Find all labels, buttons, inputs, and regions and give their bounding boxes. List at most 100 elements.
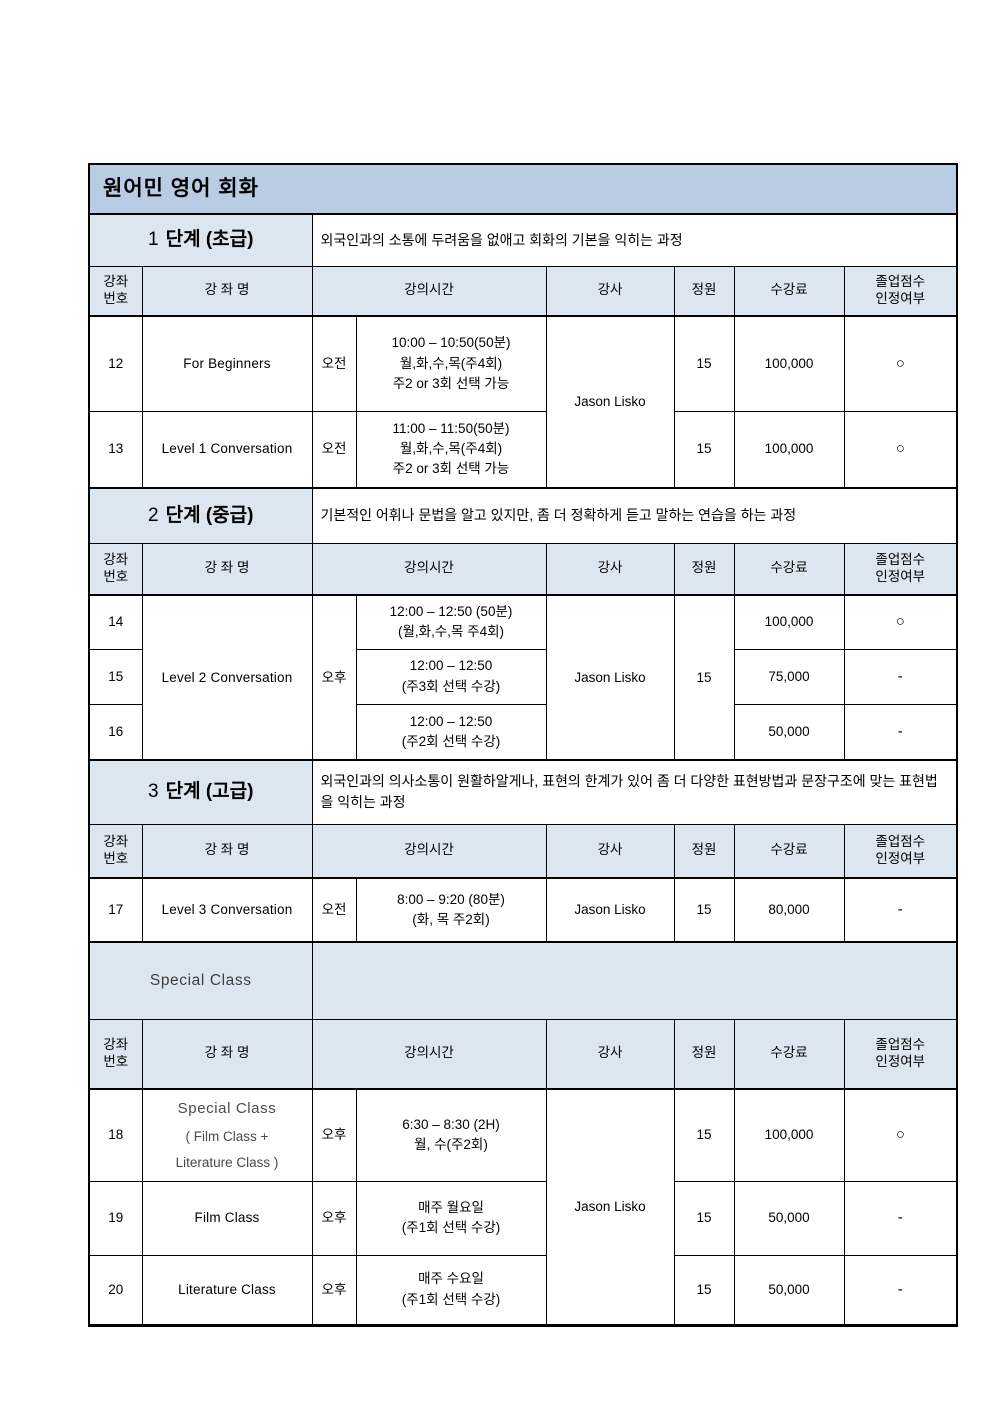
- course-fee: 100,000: [733, 594, 845, 650]
- course-no: 19: [88, 1180, 143, 1256]
- section-2-label: 2 단계 (중급): [88, 487, 313, 544]
- section-2-number: 2: [148, 504, 159, 526]
- course-grad: -: [843, 1254, 958, 1326]
- section-1-header-row: 강좌 번호 강 좌 명 강의시간 강사 정원 수강료 졸업점수 인정여부: [88, 265, 958, 317]
- section-1-description: 외국인과의 소통에 두려움을 없애고 회화의 기본을 익히는 과정: [311, 213, 958, 267]
- course-fee: 100,000: [733, 1088, 845, 1182]
- course-no: 13: [88, 410, 143, 489]
- course-ampm: 오후: [311, 1088, 357, 1182]
- course-fee: 75,000: [733, 648, 845, 705]
- course-time: 매주 월요일 (주1회 선택 수강): [355, 1180, 547, 1256]
- course-ampm: 오전: [311, 315, 357, 412]
- column-header-teacher: 강사: [545, 542, 675, 596]
- special-class-header-row: 강좌 번호 강 좌 명 강의시간 강사 정원 수강료 졸업점수 인정여부: [88, 1018, 958, 1090]
- title-row: 원어민 영어 회화: [88, 163, 958, 215]
- column-header-capacity: 정원: [673, 265, 735, 317]
- section-3-title: 단계 (고급): [165, 781, 254, 803]
- course-ampm: 오전: [311, 410, 357, 489]
- section-3-header-row: 강좌 번호 강 좌 명 강의시간 강사 정원 수강료 졸업점수 인정여부: [88, 823, 958, 879]
- column-header-grad: 졸업점수 인정여부: [843, 1018, 958, 1090]
- course-name-sub: ( Film Class + Literature Class ): [175, 1128, 279, 1170]
- course-no: 18: [88, 1088, 143, 1182]
- course-name: Level 3 Conversation: [141, 877, 313, 943]
- course-capacity: 15: [673, 877, 735, 943]
- course-capacity: 15: [673, 315, 735, 412]
- course-row-13: 13 Level 1 Conversation 오전 11:00 – 11:50…: [88, 410, 958, 489]
- course-grad: ○: [843, 315, 958, 412]
- course-row-16: 16 12:00 – 12:50 (주2회 선택 수강) 50,000 -: [88, 703, 958, 761]
- course-time: 12:00 – 12:50 (50분) (월,화,수,목 주4회): [355, 594, 547, 650]
- course-row-12: 12 For Beginners 오전 10:00 – 10:50(50분) 월…: [88, 315, 958, 489]
- course-grad: ○: [843, 1088, 958, 1182]
- section-1-label: 1 단계 (초급): [88, 213, 313, 267]
- section-2-band: 2 단계 (중급) 기본적인 어휘나 문법을 알고 있지만, 좀 더 정확하게 듣…: [88, 487, 958, 544]
- course-grad: -: [843, 1180, 958, 1256]
- section-1-number: 1: [148, 229, 159, 251]
- course-no: 16: [88, 703, 143, 761]
- course-capacity: 15: [673, 410, 735, 489]
- course-teacher: Jason Lisko: [545, 594, 675, 761]
- course-time: 12:00 – 12:50 (주2회 선택 수강): [355, 703, 547, 761]
- course-schedule-table: 원어민 영어 회화 1 단계 (초급) 외국인과의 소통에 두려움을 없애고 회화…: [88, 163, 959, 1327]
- section-3-number: 3: [148, 781, 159, 803]
- special-class-label: Special Class: [88, 941, 313, 1020]
- section-2-header-row: 강좌 번호 강 좌 명 강의시간 강사 정원 수강료 졸업점수 인정여부: [88, 542, 958, 596]
- column-header-teacher: 강사: [545, 823, 675, 879]
- course-time: 8:00 – 9:20 (80분) (화, 목 주2회): [355, 877, 547, 943]
- course-schedule-sheet: 원어민 영어 회화 1 단계 (초급) 외국인과의 소통에 두려움을 없애고 회화…: [88, 163, 959, 1327]
- course-teacher: Jason Lisko: [545, 877, 675, 943]
- column-header-name: 강 좌 명: [141, 823, 313, 879]
- course-capacity: 15: [673, 1180, 735, 1256]
- column-header-grad: 졸업점수 인정여부: [843, 823, 958, 879]
- course-ampm: 오후: [311, 1180, 357, 1256]
- column-header-capacity: 정원: [673, 542, 735, 596]
- column-header-no: 강좌 번호: [88, 823, 143, 879]
- section-3-label: 3 단계 (고급): [88, 759, 313, 825]
- course-fee: 50,000: [733, 1180, 845, 1256]
- column-header-no: 강좌 번호: [88, 1018, 143, 1090]
- section-1-title: 단계 (초급): [165, 229, 254, 251]
- course-time: 12:00 – 12:50 (주3회 선택 수강): [355, 648, 547, 705]
- course-ampm: 오후: [311, 594, 357, 761]
- course-name: For Beginners: [141, 315, 313, 412]
- column-header-time: 강의시간: [311, 265, 547, 317]
- column-header-capacity: 정원: [673, 823, 735, 879]
- course-teacher: Jason Lisko: [545, 1088, 675, 1326]
- column-header-time: 강의시간: [311, 1018, 547, 1090]
- course-grad: ○: [843, 410, 958, 489]
- course-capacity: 15: [673, 594, 735, 761]
- course-capacity: 15: [673, 1254, 735, 1326]
- section-2-description: 기본적인 어휘나 문법을 알고 있지만, 좀 더 정확하게 듣고 말하는 연습을…: [311, 487, 958, 544]
- course-ampm: 오후: [311, 1254, 357, 1326]
- course-grad: -: [843, 703, 958, 761]
- column-header-fee: 수강료: [733, 265, 845, 317]
- column-header-grad: 졸업점수 인정여부: [843, 542, 958, 596]
- course-name: Literature Class: [141, 1254, 313, 1326]
- column-header-time: 강의시간: [311, 542, 547, 596]
- course-grad: ○: [843, 594, 958, 650]
- course-grad: -: [843, 877, 958, 943]
- course-no: 20: [88, 1254, 143, 1326]
- column-header-fee: 수강료: [733, 1018, 845, 1090]
- section-1-band: 1 단계 (초급) 외국인과의 소통에 두려움을 없애고 회화의 기본을 익히는 …: [88, 213, 958, 267]
- column-header-grad: 졸업점수 인정여부: [843, 265, 958, 317]
- course-teacher: Jason Lisko: [545, 315, 675, 489]
- course-row-17: 17 Level 3 Conversation 오전 8:00 – 9:20 (…: [88, 877, 958, 943]
- course-no: 14: [88, 594, 143, 650]
- column-header-name: 강 좌 명: [141, 1018, 313, 1090]
- section-2-title: 단계 (중급): [165, 504, 254, 526]
- course-no: 12: [88, 315, 143, 412]
- course-row-14: 14 Level 2 Conversation 오후 12:00 – 12:50…: [88, 594, 958, 761]
- course-fee: 50,000: [733, 1254, 845, 1326]
- column-header-fee: 수강료: [733, 542, 845, 596]
- course-row-15: 15 12:00 – 12:50 (주3회 선택 수강) 75,000 -: [88, 648, 958, 705]
- column-header-no: 강좌 번호: [88, 265, 143, 317]
- column-header-teacher: 강사: [545, 1018, 675, 1090]
- course-row-18: 18 Special Class ( Film Class + Literatu…: [88, 1088, 958, 1326]
- special-class-band: Special Class: [88, 941, 958, 1020]
- course-time: 6:30 – 8:30 (2H) 월, 수(주2회): [355, 1088, 547, 1182]
- course-time: 매주 수요일 (주1회 선택 수강): [355, 1254, 547, 1326]
- course-time: 11:00 – 11:50(50분) 월,화,수,목(주4회) 주2 or 3회…: [355, 410, 547, 489]
- course-name: Level 2 Conversation: [141, 594, 313, 761]
- course-fee: 80,000: [733, 877, 845, 943]
